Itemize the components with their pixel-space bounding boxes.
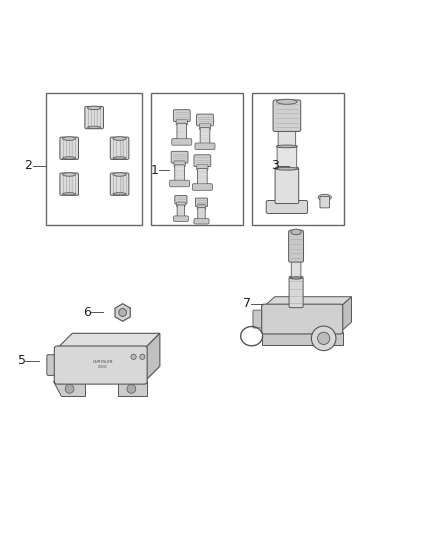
FancyBboxPatch shape xyxy=(291,260,301,279)
Ellipse shape xyxy=(290,277,302,279)
Circle shape xyxy=(311,326,336,351)
Polygon shape xyxy=(340,297,351,332)
Circle shape xyxy=(119,309,127,317)
Polygon shape xyxy=(115,304,130,321)
Text: 2: 2 xyxy=(24,159,32,172)
FancyBboxPatch shape xyxy=(197,205,206,209)
Polygon shape xyxy=(57,366,160,382)
FancyBboxPatch shape xyxy=(110,137,129,159)
FancyBboxPatch shape xyxy=(273,100,301,132)
FancyBboxPatch shape xyxy=(289,230,304,262)
FancyBboxPatch shape xyxy=(261,304,343,334)
Circle shape xyxy=(131,354,136,359)
Ellipse shape xyxy=(113,137,126,140)
FancyBboxPatch shape xyxy=(195,198,208,207)
FancyBboxPatch shape xyxy=(176,119,187,125)
FancyBboxPatch shape xyxy=(198,208,205,221)
FancyBboxPatch shape xyxy=(198,168,207,186)
FancyBboxPatch shape xyxy=(110,173,129,195)
FancyBboxPatch shape xyxy=(171,151,188,163)
Text: DODGE: DODGE xyxy=(98,365,108,369)
Ellipse shape xyxy=(63,137,76,140)
FancyBboxPatch shape xyxy=(175,196,187,204)
FancyBboxPatch shape xyxy=(194,219,209,224)
FancyBboxPatch shape xyxy=(60,137,78,159)
FancyBboxPatch shape xyxy=(197,114,213,126)
Ellipse shape xyxy=(88,106,101,110)
FancyBboxPatch shape xyxy=(320,197,329,208)
FancyBboxPatch shape xyxy=(172,139,192,145)
FancyBboxPatch shape xyxy=(173,216,188,221)
Ellipse shape xyxy=(276,145,297,148)
Bar xyxy=(121,140,124,157)
Text: 7: 7 xyxy=(243,297,251,310)
Polygon shape xyxy=(264,297,351,306)
Circle shape xyxy=(65,384,74,393)
FancyBboxPatch shape xyxy=(177,205,184,218)
FancyBboxPatch shape xyxy=(47,354,59,375)
Text: 6: 6 xyxy=(83,306,91,319)
Circle shape xyxy=(318,332,330,344)
Polygon shape xyxy=(53,382,85,396)
FancyBboxPatch shape xyxy=(170,180,190,187)
Bar xyxy=(71,176,73,192)
FancyBboxPatch shape xyxy=(266,200,307,214)
Ellipse shape xyxy=(113,173,126,176)
FancyBboxPatch shape xyxy=(175,165,184,182)
Polygon shape xyxy=(57,333,160,349)
Bar xyxy=(252,93,344,225)
Bar xyxy=(96,109,98,126)
FancyBboxPatch shape xyxy=(275,167,299,204)
Ellipse shape xyxy=(318,195,331,200)
FancyBboxPatch shape xyxy=(200,128,210,145)
Polygon shape xyxy=(145,333,160,382)
FancyBboxPatch shape xyxy=(197,165,208,170)
FancyBboxPatch shape xyxy=(195,143,215,150)
FancyBboxPatch shape xyxy=(177,123,187,141)
FancyBboxPatch shape xyxy=(173,110,190,122)
FancyBboxPatch shape xyxy=(192,184,212,190)
Ellipse shape xyxy=(63,192,76,195)
FancyBboxPatch shape xyxy=(194,155,211,167)
Ellipse shape xyxy=(277,99,297,104)
Polygon shape xyxy=(118,382,147,396)
Text: 1: 1 xyxy=(151,164,159,176)
FancyBboxPatch shape xyxy=(278,129,296,147)
FancyBboxPatch shape xyxy=(199,124,211,130)
Ellipse shape xyxy=(113,192,126,195)
Ellipse shape xyxy=(291,229,301,235)
Ellipse shape xyxy=(63,157,76,159)
FancyBboxPatch shape xyxy=(54,346,147,384)
Circle shape xyxy=(127,384,136,393)
Bar xyxy=(71,140,73,157)
Ellipse shape xyxy=(63,173,76,176)
Bar xyxy=(151,93,243,225)
FancyBboxPatch shape xyxy=(277,146,297,169)
Ellipse shape xyxy=(276,167,298,170)
FancyBboxPatch shape xyxy=(60,173,78,195)
Text: 3: 3 xyxy=(272,159,279,172)
Polygon shape xyxy=(261,332,343,345)
FancyBboxPatch shape xyxy=(177,202,185,207)
FancyBboxPatch shape xyxy=(85,107,103,129)
FancyBboxPatch shape xyxy=(174,161,185,167)
Bar xyxy=(46,93,142,225)
Ellipse shape xyxy=(113,157,126,159)
Text: CHRYSLER: CHRYSLER xyxy=(92,360,113,364)
Text: 5: 5 xyxy=(18,354,25,367)
Ellipse shape xyxy=(88,126,101,128)
FancyBboxPatch shape xyxy=(289,277,303,308)
FancyBboxPatch shape xyxy=(253,310,263,328)
Circle shape xyxy=(140,354,145,359)
Bar xyxy=(121,176,124,192)
